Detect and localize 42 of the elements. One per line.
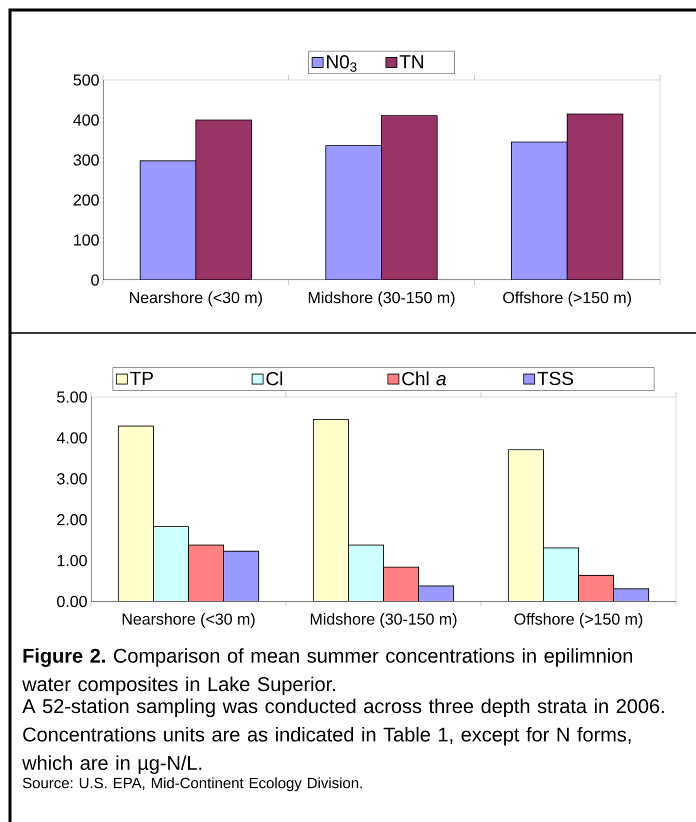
y-tick-label: 200: [74, 194, 99, 206]
y-tick-label: 5.00: [57, 391, 87, 403]
bar: [224, 551, 259, 602]
y-tick-label: 3.00: [57, 473, 87, 484]
source-note: Source: U.S. EPA, Mid-Continent Ecology Division.: [22, 777, 362, 792]
bar: [566, 114, 624, 280]
legend-label: Chl a: [402, 371, 446, 386]
bar: [384, 567, 419, 602]
legend-label: TN: [400, 55, 423, 68]
y-tick-label: 100: [74, 234, 99, 246]
x-tick-label: Midshore (30-150 m): [310, 613, 456, 628]
bar: [118, 426, 154, 602]
x-tick-label: Midshore (30-150 m): [308, 292, 454, 306]
bar: [326, 146, 382, 280]
text: A 52-station sampling was conducted across three depth strata in 2006. Concentrations units are as indicated in Table 1, except for N forms, which are in µg-N/L.: [22, 698, 664, 774]
legend-label: TSS: [538, 372, 574, 386]
x-tick-label: Offshore (>150 m): [503, 292, 631, 306]
x-tick-label: Nearshore (<30 m): [130, 292, 262, 306]
bar: [313, 419, 348, 602]
y-tick-label: 0.00: [57, 596, 87, 608]
bar: [578, 574, 614, 602]
bar: [188, 545, 224, 602]
bar: [613, 588, 650, 602]
bar: [418, 586, 454, 602]
text: Figure 2. Comparison of mean summer concentrations in epilimnion water composites in Lake Superior.: [22, 648, 632, 696]
bar: [511, 142, 568, 280]
y-tick-label: 500: [74, 74, 99, 86]
legend-label: TP: [130, 372, 153, 385]
y-tick-label: 1.00: [58, 554, 87, 566]
bar: [508, 449, 544, 602]
y-tick-label: 400: [73, 114, 99, 126]
bar: [196, 120, 252, 280]
y-tick-label: 2.00: [57, 514, 87, 526]
x-tick-label: Nearshore (<30 m): [122, 613, 255, 628]
x-tick-label: Offshore (>150 m): [514, 613, 642, 628]
y-tick-label: 300: [73, 154, 99, 166]
y-tick-label: 0: [91, 274, 99, 286]
legend-label: Cl: [266, 371, 282, 386]
bar: [140, 160, 196, 280]
y-tick-label: 4.00: [56, 432, 87, 444]
legend-label: N0$_{3}$: [327, 55, 356, 72]
bar: [382, 116, 438, 280]
